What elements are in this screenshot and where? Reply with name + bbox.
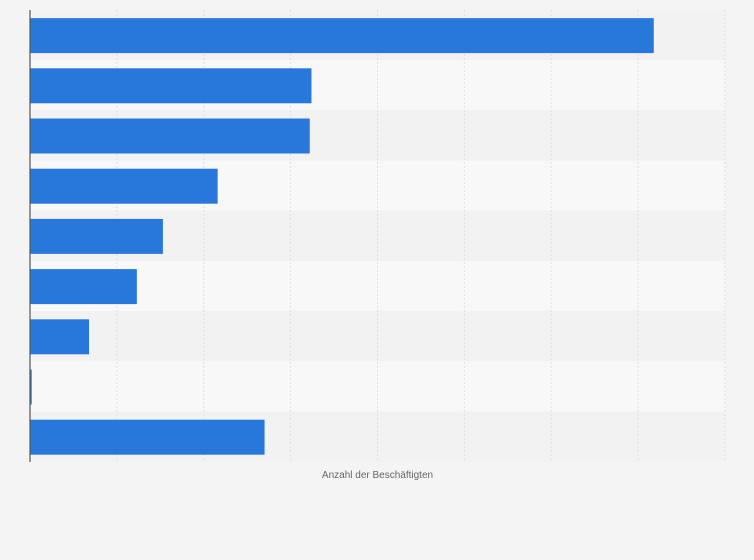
bar[interactable] <box>30 218 163 254</box>
bar[interactable] <box>30 419 265 455</box>
bar[interactable] <box>30 68 312 104</box>
bar[interactable] <box>30 18 654 54</box>
bar[interactable] <box>30 168 218 204</box>
x-axis-label: Anzahl der Beschäftigten <box>322 470 433 481</box>
bars <box>30 18 654 455</box>
bar[interactable] <box>30 118 310 154</box>
bar[interactable] <box>30 319 90 355</box>
bar[interactable] <box>30 369 32 405</box>
bar[interactable] <box>30 269 137 305</box>
